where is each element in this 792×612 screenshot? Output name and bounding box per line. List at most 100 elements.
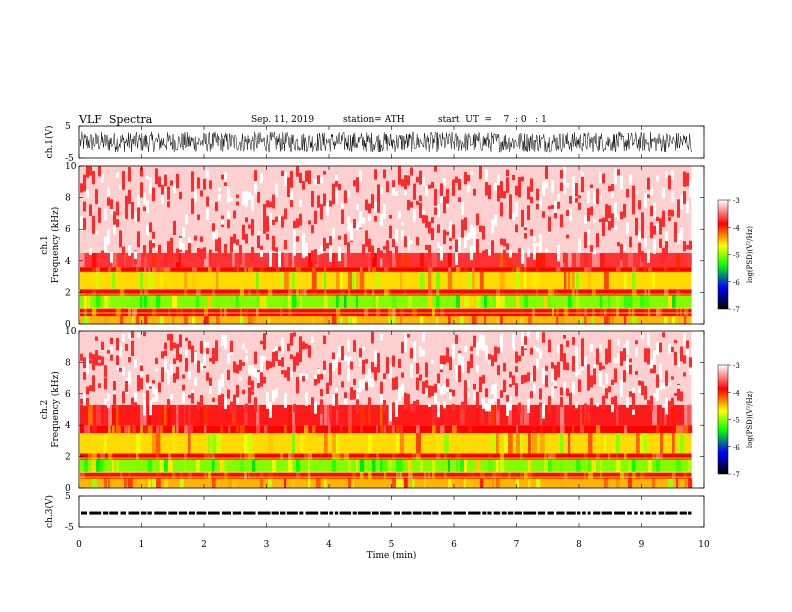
spectrum-cell [626,188,629,198]
spectrum-streak [560,404,565,426]
spectrum-streak [600,252,605,268]
spectrum-streak [308,453,313,460]
spectrum-streak [508,252,513,268]
spectrum-streak [676,267,680,272]
spectrum-cell [176,177,179,189]
spectrum-streak [528,478,531,488]
spectrum-cell [449,392,452,400]
spectrum-streak [104,295,109,309]
spectrum-cell [371,194,374,209]
spectrum-cell [392,187,395,196]
spectrum-cell [596,233,599,247]
spectrum-cell [263,376,266,384]
spectrum-streak [92,252,97,268]
spectrum-cell [638,200,641,210]
ch3-trace-segment [188,511,196,515]
spectrum-cell [383,204,386,219]
spectrum-streak [184,316,189,324]
spectrum-streak [100,453,105,460]
spectrum-streak [624,295,628,309]
spectrum-cell [257,235,260,249]
spectrum-cell [359,211,362,228]
spectrum-cell [422,177,425,186]
spectrum-cell [566,388,569,397]
spectrum-cell [182,243,185,251]
spectrum-cell [437,402,440,418]
spectrum-cell [398,389,401,401]
spectrum-streak [540,433,545,454]
spectrum-streak [544,295,549,309]
xtick-label: 4 [326,540,332,550]
spectrum-cell [314,249,317,264]
spectrum-cell [557,362,560,373]
ch3-trace-segment [128,511,140,515]
spectrum-cell [626,397,629,408]
spectrum-streak [468,295,472,309]
spectrum-streak [456,433,459,454]
spectrum-cell [107,403,110,409]
spectrum-streak [304,472,309,479]
spectrum-streak [376,295,379,309]
spectrum-streak [308,459,311,473]
spectrum-streak [384,289,389,296]
spectrum-cell [92,220,95,234]
spectrum-cell [137,375,140,392]
spectrum-streak [556,308,559,317]
spectrum-cell [368,238,371,253]
spectrum-streak [520,316,524,324]
xtick-label: 2 [201,540,207,550]
spectrum-cell [599,344,602,353]
spectrum-cell [275,183,278,197]
spectrum-cell [689,181,692,198]
spectrum-cell [680,227,683,240]
spectrum-cell [410,167,413,176]
spectrum-streak [144,289,149,296]
spectrum-cell [611,379,614,386]
spectrum-streak [588,267,592,272]
spectrum-cell [467,232,470,240]
spectrum-cell [257,371,260,385]
spectrum-streak [592,289,596,296]
spectrum-streak [200,404,204,426]
spectrum-cell [419,202,422,219]
spectrum-streak [568,252,572,268]
spectrum-streak [596,425,601,434]
spectrum-cell [218,392,221,409]
spectrum-cell [656,374,659,388]
ylabel-channel: ch.1 [40,235,50,254]
spectrum-cell [482,398,485,409]
spectrum-cell [626,226,629,235]
spectrum-streak [368,316,371,324]
spectrum-streak [176,425,179,434]
spectrum-cell [164,171,167,175]
spectrum-streak [340,453,345,460]
chart-title: VLF Spectra [79,113,153,126]
spectrum-cell [365,230,368,247]
spectrum-cell [623,348,626,361]
spectrum-streak [120,271,123,290]
spectrum-streak [124,478,128,488]
spectrum-cell [533,236,536,241]
spectrum-cell [557,198,560,209]
spectrum-cell [584,356,587,365]
spectrum-streak [324,289,327,296]
spectrum-cell [587,208,590,222]
spectrum-streak [624,453,627,460]
ch3-trace-segment [432,511,439,515]
spectrum-cell [650,368,653,374]
spectrum-streak [688,478,693,488]
spectrum-cell [113,394,116,409]
spectrum-streak [220,459,224,473]
spectrum-cell [563,252,566,263]
spectrum-streak [676,252,681,268]
spectrum-cell [257,382,260,389]
spectrum-streak [388,425,393,434]
spectrum-streak [232,267,237,272]
spectrum-cell [431,227,434,241]
spectrum-streak [396,252,401,268]
spectrum-cell [494,386,497,401]
spectrum-cell [338,365,341,375]
spectrum-cell [320,373,323,380]
spectrum-cell [332,183,335,197]
spectrum-streak [148,459,152,473]
